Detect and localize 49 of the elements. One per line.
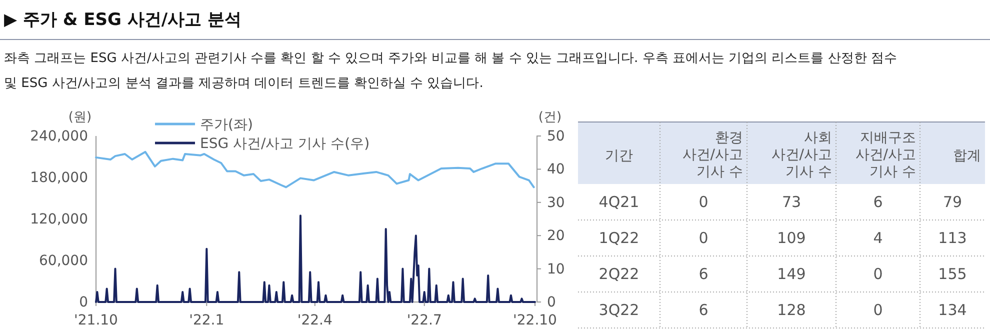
category-label: 3Q22 — [598, 301, 640, 319]
y-tick-label: 60,000 — [39, 252, 88, 269]
data-label: 113 — [938, 229, 967, 247]
y2-tick-label: 20 — [547, 228, 565, 244]
data-label: 134 — [938, 301, 967, 319]
x-tick-label: '21.10 — [74, 312, 118, 328]
category-label: 2Q22 — [598, 265, 640, 283]
chart-title: ▶ 주가 & ESG 사건/사고 분석 — [4, 9, 242, 31]
x-tick-label: '22.4 — [297, 312, 332, 328]
data-label: 155 — [938, 265, 967, 283]
data-label: 6 — [873, 193, 883, 211]
y-tick-label: 120,000 — [30, 211, 88, 228]
text: 지배구조 사건/사고 기사 수 — [855, 130, 916, 180]
y2-axis-title: (건) — [538, 110, 562, 125]
legend-label: ESG 사건/사고 기사 수(우) — [200, 136, 370, 152]
text: 합계 — [953, 148, 981, 164]
data-label: 4 — [873, 229, 883, 247]
data-label: 0 — [698, 229, 708, 247]
data-label: 0 — [698, 193, 708, 211]
y-axis-title: (원) — [68, 110, 92, 125]
y-tick-label: 0 — [79, 294, 88, 310]
y-tick-label: 240,000 — [30, 128, 88, 144]
data-label: 128 — [777, 301, 806, 319]
data-label: 109 — [777, 229, 806, 247]
line-series — [95, 150, 535, 188]
data-label: 0 — [873, 265, 883, 283]
category-label: 1Q22 — [598, 229, 640, 247]
y2-tick-label: 30 — [547, 194, 565, 211]
line-series — [95, 214, 536, 303]
x-tick-label: '22.1 — [189, 312, 224, 328]
data-label: 6 — [698, 265, 708, 283]
x-tick-label: '22.10 — [513, 312, 557, 328]
data-label: 149 — [777, 265, 806, 283]
data-label: 0 — [873, 301, 883, 319]
y2-tick-label: 10 — [547, 261, 565, 278]
text: 환경 사건/사고 기사 수 — [682, 130, 743, 180]
y-tick-label: 180,000 — [30, 170, 88, 186]
category-label: 4Q21 — [598, 193, 640, 211]
text: 사회 사건/사고 기사 수 — [771, 130, 832, 180]
y2-tick-label: 0 — [547, 294, 556, 310]
y2-tick-label: 40 — [547, 162, 565, 178]
text: 기간 — [605, 148, 633, 164]
x-tick-label: '22.7 — [406, 312, 442, 328]
data-label: 73 — [782, 193, 802, 211]
y2-tick-label: 50 — [547, 128, 565, 144]
data-label: 6 — [698, 301, 708, 319]
data-label: 79 — [942, 193, 962, 211]
chart-subtitle: 좌측 그래프는 ESG 사건/사고의 관련기사 수를 확인 할 수 있으며 주가와 비교를 해 볼 수 있는 그래프입니다. 우측 표에서는 기업의 리스트를 산정한 점수 및 ESG 사건/사고의 분석 결과를 제공하며 데이터 트렌드를 확인하실 수 있습니다. — [4, 50, 898, 93]
legend-label: 주가(좌) — [200, 117, 253, 133]
